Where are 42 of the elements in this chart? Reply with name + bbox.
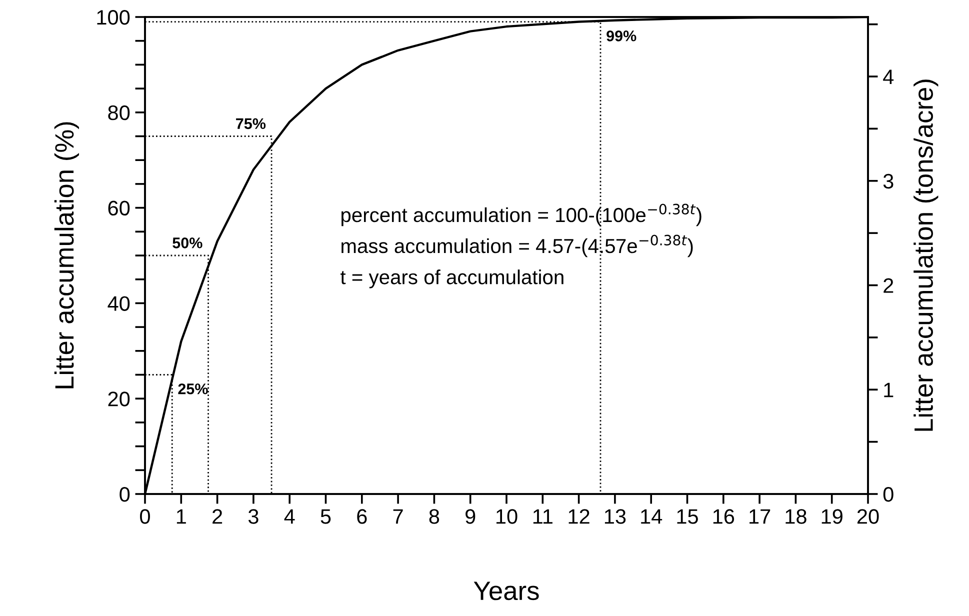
- annotation: mass accumulation = 4.57-(4.57e$^{−0.38t}$): [342, 234, 693, 258]
- x-tick-label: 18: [786, 509, 806, 524]
- x-tick-label: 5: [320, 509, 331, 524]
- y-tick-label: 100: [97, 10, 130, 25]
- x-tick-label: 20: [857, 509, 879, 524]
- x-tick-label: 2: [212, 509, 222, 524]
- x-tick-label: 9: [466, 509, 476, 524]
- y2-tick-label: 4: [883, 70, 894, 84]
- x-tick-label: 0: [140, 509, 150, 524]
- y-tick-label: 20: [108, 392, 130, 406]
- x-tick-label: 7: [393, 509, 403, 524]
- x-tick-label: 14: [641, 509, 662, 524]
- x-tick-label: 16: [713, 509, 734, 524]
- x-tick-label: 1: [176, 509, 186, 524]
- y2-tick-label: 2: [884, 278, 894, 293]
- x-tick-label: 10: [496, 509, 518, 524]
- x-tick-label: 8: [429, 509, 440, 524]
- annotation: 75%: [236, 118, 266, 130]
- x-tick-label: 11: [533, 509, 552, 524]
- annotation: 50%: [172, 237, 202, 248]
- x-axis-title: Years: [474, 582, 539, 600]
- x-tick-label: 15: [677, 509, 698, 524]
- y2-tick-label: 3: [883, 174, 894, 189]
- y2-axis-title: Litter accumulation (tons/acre): [914, 80, 938, 431]
- y2-tick-label: 1: [884, 382, 894, 398]
- y-tick-label: 0: [120, 487, 130, 502]
- y-tick-label: 80: [108, 105, 130, 120]
- x-tick-label: 19: [822, 509, 842, 524]
- x-tick-label: 17: [750, 509, 770, 524]
- annotation: t = years of accumulation: [340, 270, 564, 288]
- x-tick-label: 13: [604, 509, 626, 524]
- annotation: percent accumulation = 100-(100e$^{−0.38t}$): [342, 204, 702, 226]
- annotation: 25%: [178, 383, 208, 394]
- y-axis-title: Litter accumulation (%): [54, 122, 79, 388]
- y-tick-label: 60: [108, 200, 130, 216]
- x-tick-label: 12: [568, 509, 590, 524]
- annotation: 99%: [606, 30, 636, 42]
- x-tick-label: 3: [248, 509, 258, 524]
- y2-tick-label: 0: [883, 487, 894, 502]
- y-tick-label: 40: [108, 296, 130, 311]
- x-tick-label: 4: [284, 509, 295, 524]
- x-tick-label: 6: [357, 509, 367, 524]
